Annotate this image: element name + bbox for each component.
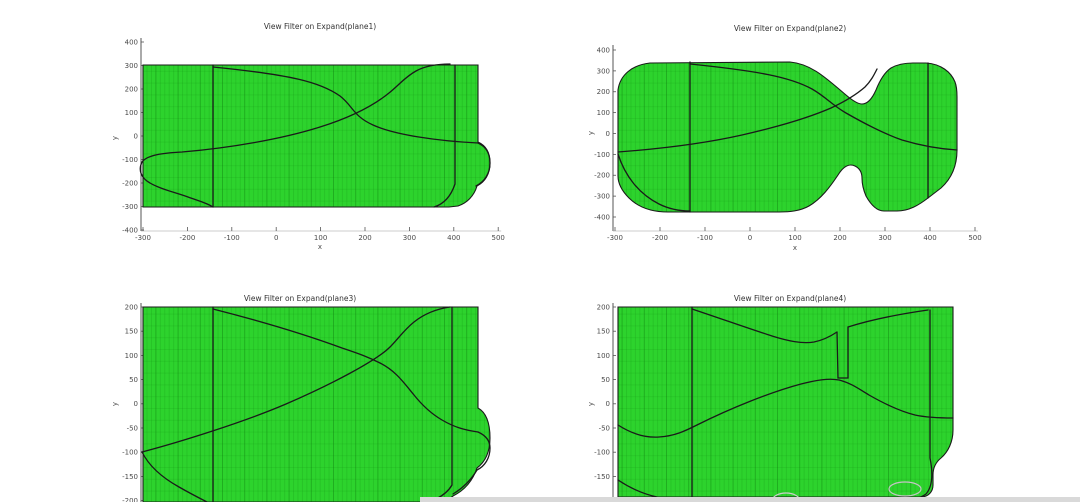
y-tick-label: 150 xyxy=(597,328,610,336)
y-tick-label: 0 xyxy=(606,130,610,138)
boundary-curve xyxy=(475,142,491,187)
y-tick-label: 200 xyxy=(125,85,138,93)
subplot-plane1: View Filter on Expand(plane1) 400 300 200 10… xyxy=(111,22,505,251)
x-tick-label: -100 xyxy=(697,234,713,242)
y-tick-label: 150 xyxy=(125,328,138,336)
y-tick-label: 100 xyxy=(597,352,610,360)
x-tick-label: 200 xyxy=(358,234,371,242)
x-tick-label: 500 xyxy=(492,234,505,242)
x-tick-label: -300 xyxy=(607,234,623,242)
subplot-plane4: View Filter on Expand(plane4) 200 150 100 50… xyxy=(587,294,954,502)
x-tick-label: 0 xyxy=(274,234,278,242)
plot-title: View Filter on Expand(plane4) xyxy=(734,294,846,303)
y-tick-label: -300 xyxy=(594,193,610,201)
boundary-curve xyxy=(212,66,479,144)
grid-fill xyxy=(143,307,490,502)
y-tick-label: 0 xyxy=(134,132,138,140)
x-tick-label: 200 xyxy=(833,234,846,242)
y-tick-label: 0 xyxy=(606,400,610,408)
y-tick-label: 100 xyxy=(125,109,138,117)
y-tick-label: -100 xyxy=(594,449,610,457)
y-tick-label: -200 xyxy=(594,172,610,180)
y-tick-label: -200 xyxy=(122,497,138,502)
y-tick-label: 400 xyxy=(125,38,138,46)
y-tick-label: -50 xyxy=(599,424,610,432)
y-tick-label: -150 xyxy=(594,473,610,481)
y-tick-label: -100 xyxy=(122,449,138,457)
boundary-curve xyxy=(141,451,209,502)
x-tick-label: 100 xyxy=(788,234,801,242)
y-tick-label: 50 xyxy=(129,376,138,384)
plot-title: View Filter on Expand(plane1) xyxy=(264,22,376,31)
y-tick-label: -200 xyxy=(122,179,138,187)
x-axis-label: x xyxy=(318,243,322,251)
boundary-curve xyxy=(212,308,479,433)
boundary-curve xyxy=(617,153,691,212)
y-axis-label: y xyxy=(111,402,119,406)
y-tick-label: -400 xyxy=(594,213,610,221)
subplot-plane2: View Filter on Expand(plane2) 400 300 200 10… xyxy=(587,24,982,252)
x-tick-label: -200 xyxy=(179,234,195,242)
y-tick-label: 400 xyxy=(597,46,610,54)
video-progress-bar xyxy=(420,497,1080,502)
grid-fill xyxy=(143,65,490,207)
y-axis-label: y xyxy=(587,402,595,406)
x-axis-label: x xyxy=(793,244,797,252)
y-tick-label: 300 xyxy=(125,62,138,70)
boundary-curve xyxy=(689,63,958,151)
y-tick-label: -400 xyxy=(122,226,138,234)
plot-title: View Filter on Expand(plane3) xyxy=(244,294,356,303)
y-axis-label: y xyxy=(111,136,119,140)
y-tick-label: 100 xyxy=(597,109,610,117)
y-tick-label: -150 xyxy=(122,473,138,481)
grid-fill xyxy=(618,62,957,212)
x-tick-label: 0 xyxy=(748,234,752,242)
boundary-curve xyxy=(433,64,456,208)
y-tick-label: 100 xyxy=(125,352,138,360)
x-tick-label: -300 xyxy=(135,234,151,242)
x-tick-label: 300 xyxy=(878,234,891,242)
x-tick-label: 300 xyxy=(403,234,416,242)
y-tick-label: -300 xyxy=(122,203,138,211)
y-tick-label: -100 xyxy=(122,156,138,164)
y-tick-label: 0 xyxy=(134,400,138,408)
grid-fill xyxy=(618,307,953,497)
y-axis-label: y xyxy=(587,131,595,135)
y-tick-label: 50 xyxy=(601,376,610,384)
x-tick-label: 400 xyxy=(923,234,936,242)
boundary-curve xyxy=(691,308,838,344)
subplot-plane3: View Filter on Expand(plane3) 200 150 100 50… xyxy=(111,294,491,502)
x-tick-label: 400 xyxy=(447,234,460,242)
x-tick-label: 100 xyxy=(314,234,327,242)
y-tick-label: 300 xyxy=(597,67,610,75)
x-tick-label: -100 xyxy=(224,234,240,242)
boundary-curve xyxy=(141,306,451,453)
x-tick-label: 500 xyxy=(968,234,981,242)
boundary-curve xyxy=(452,431,491,495)
boundary-curve xyxy=(617,68,878,153)
y-tick-label: 200 xyxy=(597,88,610,96)
y-tick-label: 200 xyxy=(125,303,138,311)
plot-title: View Filter on Expand(plane2) xyxy=(734,24,846,33)
x-tick-label: -200 xyxy=(652,234,668,242)
boundary-curve xyxy=(139,63,451,208)
y-tick-label: 200 xyxy=(597,303,610,311)
y-tick-label: -100 xyxy=(594,151,610,159)
boundary-curve xyxy=(836,309,929,379)
y-tick-label: -50 xyxy=(127,424,138,432)
boundary-curve xyxy=(617,378,954,438)
